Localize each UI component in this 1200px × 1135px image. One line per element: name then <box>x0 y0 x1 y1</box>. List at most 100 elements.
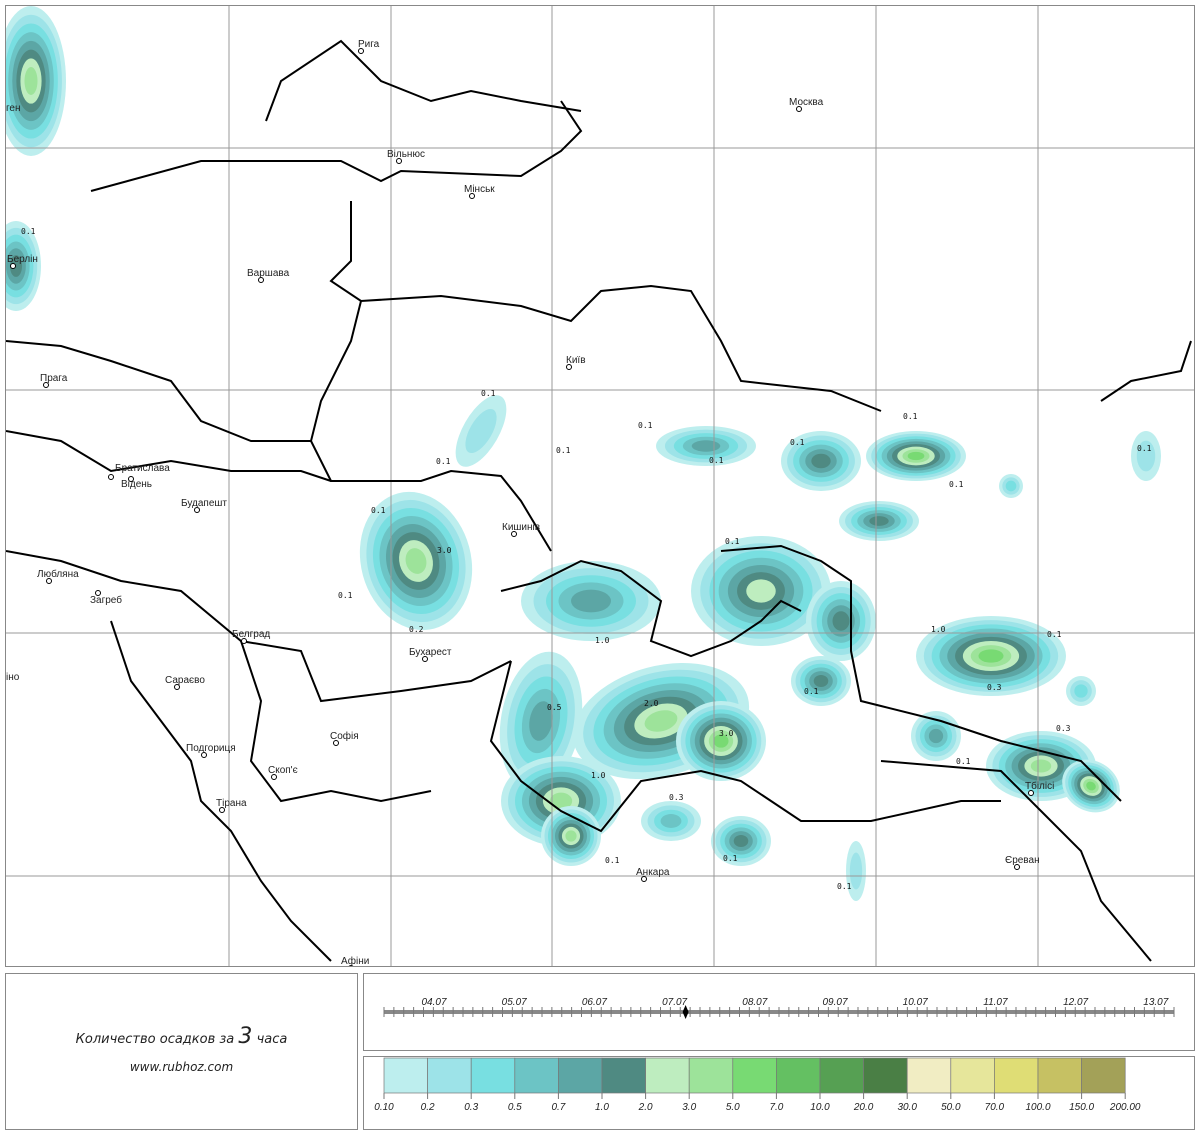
precip-area <box>656 426 756 466</box>
contour-label: 0.1 <box>338 591 353 600</box>
city-label: Загреб <box>90 594 122 606</box>
timeline-date[interactable]: 05.07 <box>502 997 527 1008</box>
precip-area <box>846 841 866 901</box>
city: Москва <box>789 97 824 112</box>
caption-title: Количество осадков за 3 часа <box>6 1024 357 1049</box>
legend-label: 20.0 <box>853 1102 874 1113</box>
city: іно <box>6 672 20 683</box>
contour-label: 3.0 <box>437 546 452 555</box>
timeline-handle[interactable] <box>682 1005 689 1019</box>
city: Тбілісі <box>1025 780 1054 796</box>
legend-swatch <box>645 1057 690 1094</box>
caption-hours: 3 <box>238 1024 253 1049</box>
timeline-date[interactable]: 04.07 <box>421 997 446 1008</box>
city: Белград <box>232 629 270 644</box>
timeline-date[interactable]: 09.07 <box>822 997 847 1008</box>
contour-labels: 0.1 0.1 0.1 0.1 0.1 0.1 0.1 3.0 0.1 0.2 0.1 1.0 0.1 0… <box>21 227 1152 891</box>
contour-label: 0.1 <box>956 757 971 766</box>
precip-contour <box>733 834 749 848</box>
border-line <box>329 201 882 412</box>
precip-area <box>806 581 876 661</box>
city: Бухарест <box>409 647 452 662</box>
legend-label: 5.0 <box>726 1102 740 1113</box>
city-marker-icon <box>1028 790 1034 796</box>
city-marker-icon <box>108 474 114 480</box>
city-marker-icon <box>95 590 101 596</box>
precip-contour <box>849 852 863 890</box>
legend-swatch <box>427 1057 472 1094</box>
precipitation-areas <box>0 6 1161 901</box>
city-label: Любляна <box>37 568 79 580</box>
border-line <box>5 550 512 703</box>
legend-label: 0.3 <box>464 1102 478 1113</box>
contour-label: 0.1 <box>371 506 386 515</box>
city-marker-icon <box>358 48 364 54</box>
precip-contour <box>813 674 829 688</box>
city-label: Будапешт <box>181 498 227 509</box>
legend-label: 100.0 <box>1025 1102 1050 1113</box>
city-marker-icon <box>258 277 264 283</box>
contour-label: 0.5 <box>547 703 562 712</box>
map-canvas: Рига Москва Вільнюс Мінськ Берлін Варшава Праг… <box>0 6 1196 971</box>
city-label: Варшава <box>247 268 290 279</box>
border-line <box>5 340 311 442</box>
city: Скоп'є <box>268 765 298 780</box>
precip-contour <box>660 814 682 828</box>
precip-contour <box>405 548 427 574</box>
city: Рига <box>358 39 380 54</box>
timeline-slider[interactable]: 04.07 05.07 06.07 07.07 08.07 09.07 10.07 11.07… <box>364 974 1194 1050</box>
precip-contour <box>549 792 573 810</box>
caption-unit: часа <box>256 1032 288 1047</box>
legend-swatch <box>906 1057 952 1094</box>
city-marker-icon <box>128 476 134 482</box>
contour-label: 0.1 <box>949 480 964 489</box>
precip-area <box>839 501 919 541</box>
timeline-date[interactable]: 13.07 <box>1143 997 1168 1008</box>
legend-label: 150.0 <box>1069 1102 1094 1113</box>
contour-label: 0.1 <box>723 854 738 863</box>
precip-contour <box>691 440 721 452</box>
precip-area <box>1062 759 1120 813</box>
country-borders <box>5 39 1192 962</box>
timeline-date[interactable]: 10.07 <box>903 997 928 1008</box>
precip-contour <box>24 67 38 95</box>
city-marker-icon <box>396 158 402 164</box>
city-markers: Рига Москва Вільнюс Мінськ Берлін Варшава Праг… <box>6 39 1054 971</box>
timeline-date[interactable]: 12.07 <box>1063 997 1088 1008</box>
timeline-date[interactable]: 06.07 <box>582 997 607 1008</box>
contour-label: 3.0 <box>719 729 734 738</box>
legend-swatch <box>776 1057 821 1094</box>
precip-area <box>541 806 601 866</box>
border-line <box>500 559 802 658</box>
precip-area <box>916 616 1066 696</box>
city-label: Єреван <box>1005 855 1040 866</box>
contour-label: 0.3 <box>1056 724 1071 733</box>
city-label: Вільнюс <box>387 149 425 160</box>
site-link[interactable]: www.rubhoz.com <box>129 1060 234 1074</box>
precip-contour <box>869 516 889 526</box>
legend-label: 2.0 <box>638 1102 653 1113</box>
timeline-date[interactable]: 11.07 <box>983 997 1008 1008</box>
city-label: Белград <box>232 629 270 640</box>
timeline-date[interactable]: 08.07 <box>742 997 767 1008</box>
precip-contour <box>832 611 850 631</box>
legend-label: 70.0 <box>985 1102 1005 1113</box>
city-label: Берлін <box>7 254 38 265</box>
city-label: Бухарест <box>409 647 452 658</box>
precip-area <box>781 431 861 491</box>
city-marker-icon <box>1014 864 1020 870</box>
legend-label: 7.0 <box>769 1102 783 1113</box>
timeline-date[interactable]: 07.07 <box>662 997 687 1008</box>
precip-contour <box>978 649 1004 663</box>
city: Анкара <box>636 867 670 882</box>
contour-label: 0.1 <box>1137 444 1152 453</box>
city: Загреб <box>90 590 122 606</box>
precip-area <box>455 395 507 467</box>
city-label: Подгориця <box>186 743 236 754</box>
precip-area <box>0 221 41 311</box>
legend-swatch <box>601 1057 646 1094</box>
caption-panel: Количество осадков за 3 часа www.rubhoz.… <box>5 973 358 1130</box>
precip-contour <box>907 451 925 461</box>
precip-contour <box>1136 440 1156 472</box>
city-label: Скоп'є <box>268 765 298 776</box>
